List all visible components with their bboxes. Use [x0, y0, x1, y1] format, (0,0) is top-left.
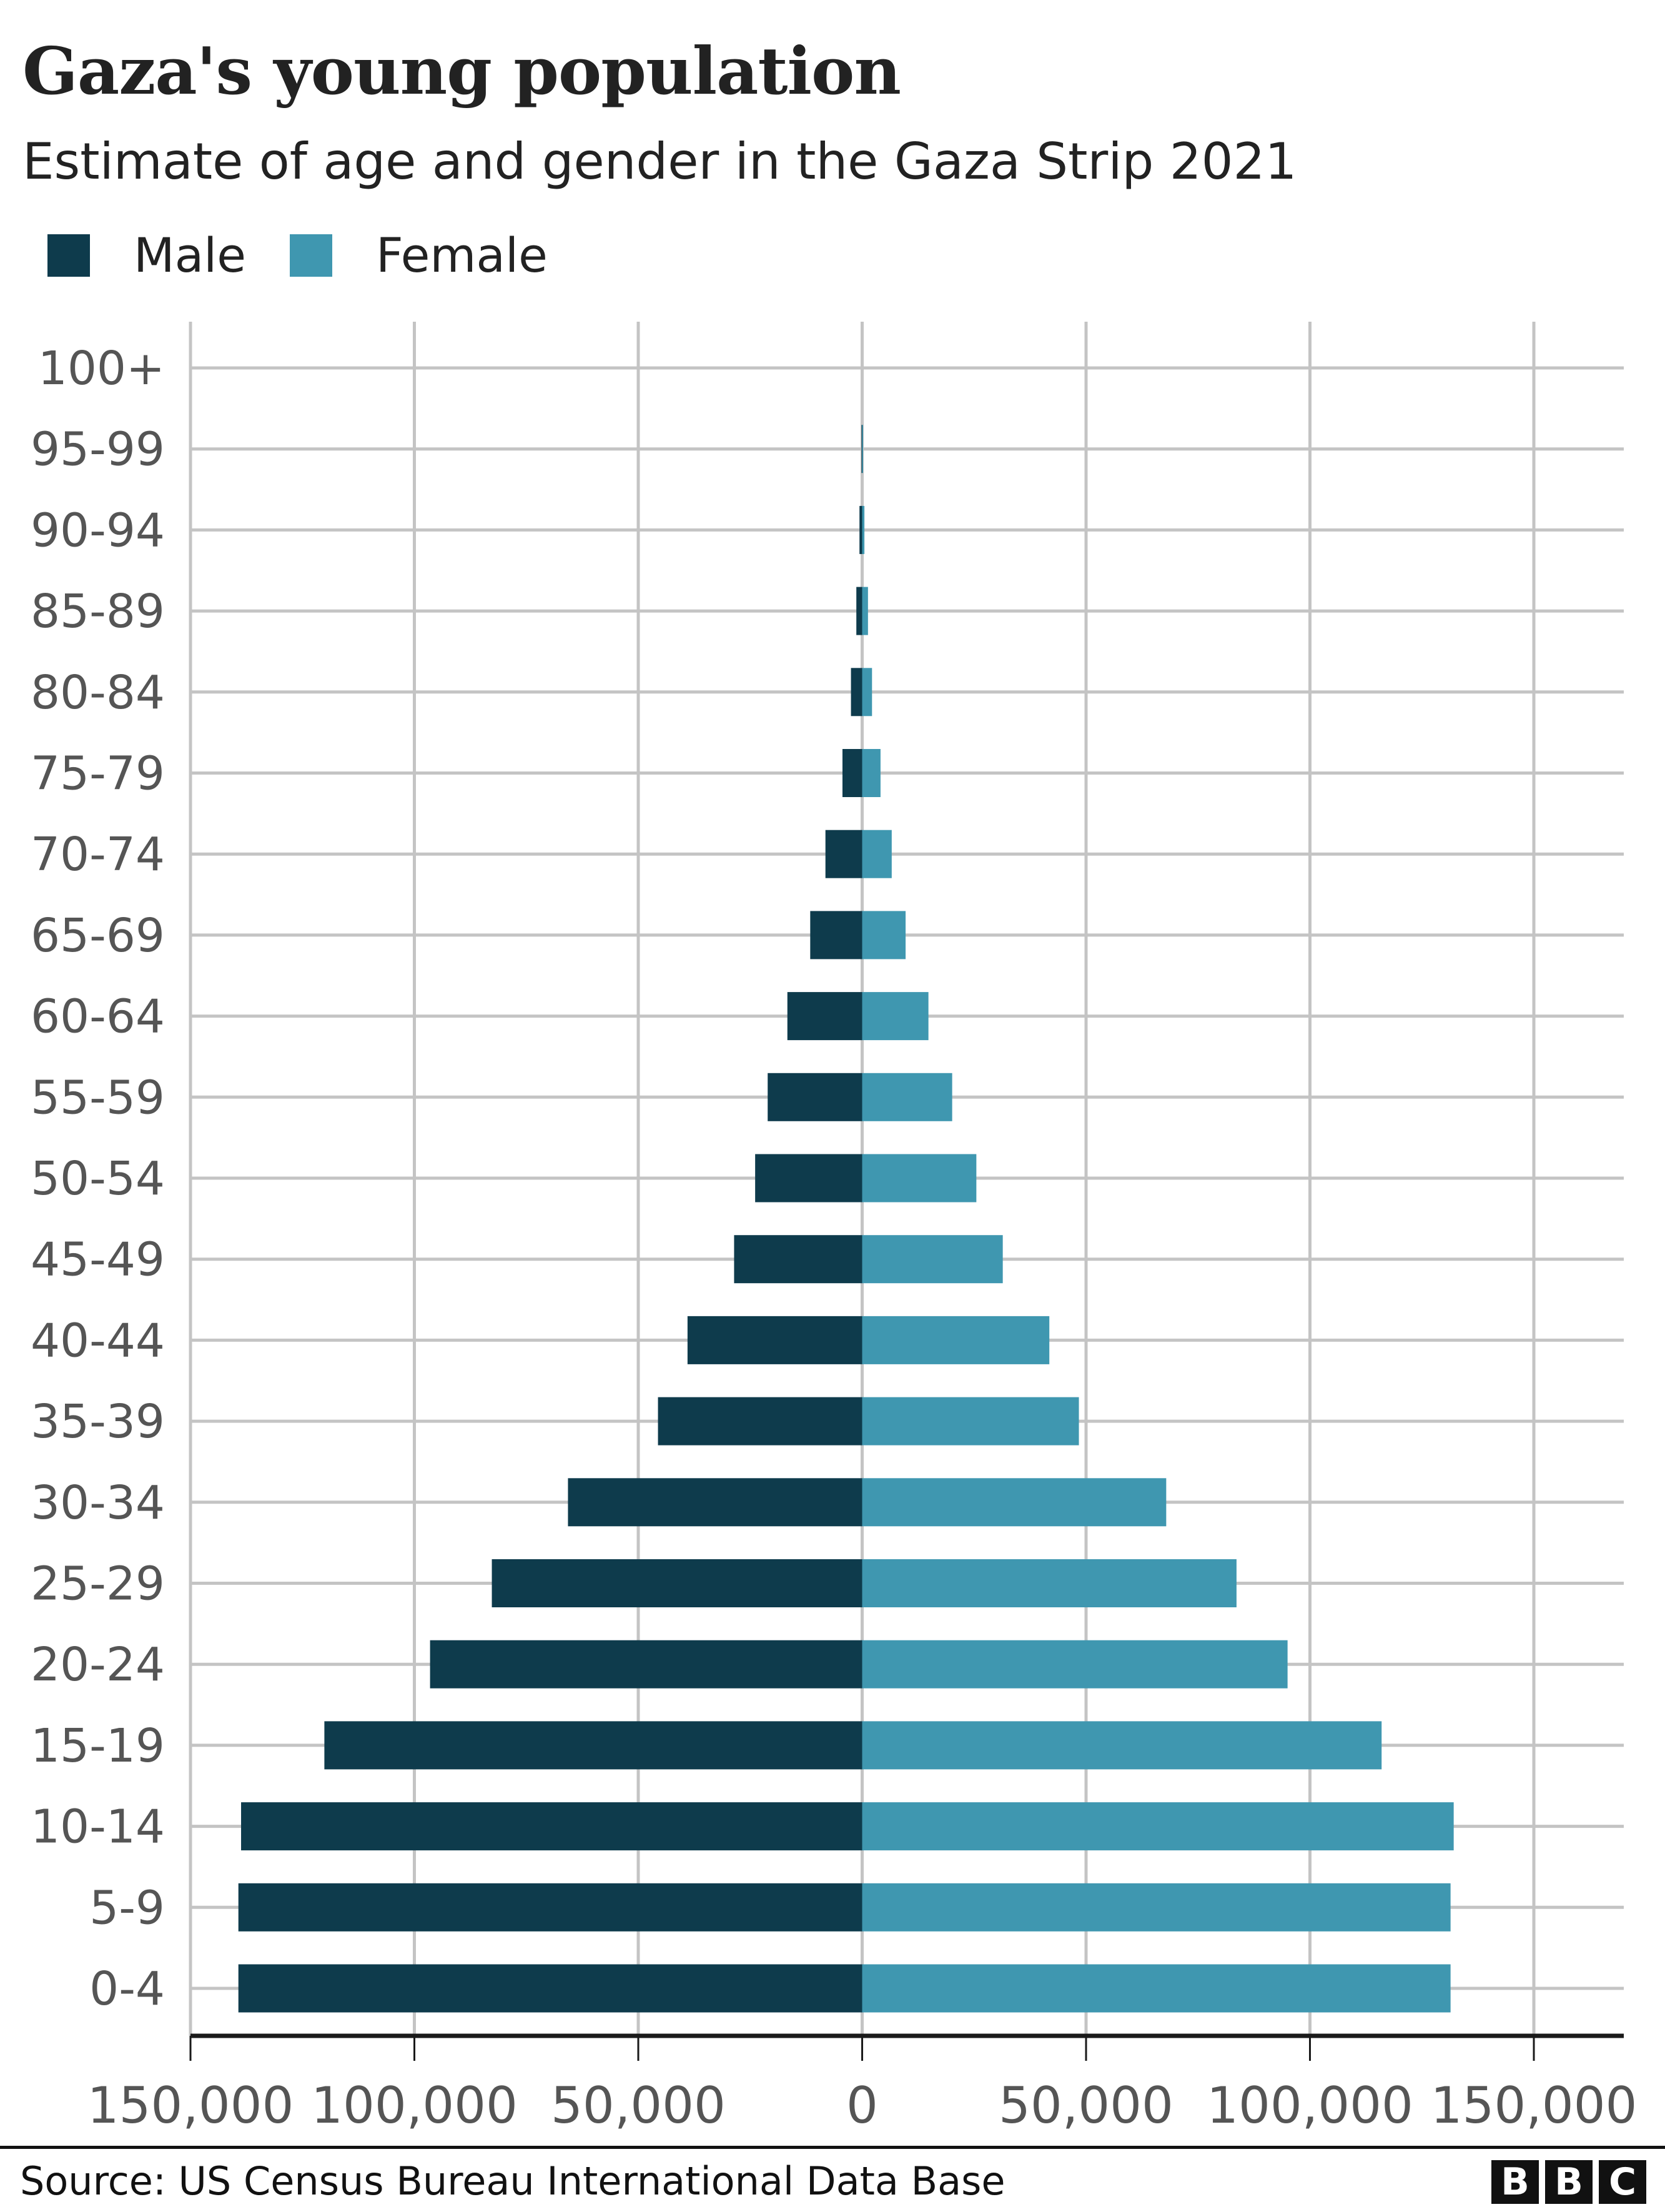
y-tick-label: 100+ [38, 342, 165, 395]
bar-female-80-84 [862, 668, 872, 717]
y-tick-label: 90-94 [31, 503, 165, 557]
bar-female-45-49 [862, 1235, 1003, 1284]
bbc-logo: B B C [1491, 2160, 1646, 2204]
bar-male-40-44 [687, 1316, 862, 1364]
bar-female-40-44 [862, 1316, 1050, 1364]
bar-female-50-54 [862, 1154, 977, 1203]
bbc-logo-b1: B [1491, 2160, 1539, 2204]
y-tick-label: 45-49 [31, 1233, 165, 1287]
y-tick-label: 5-9 [89, 1881, 165, 1935]
legend-label-female: Female [376, 227, 548, 283]
bar-female-90-94 [862, 505, 865, 554]
bar-female-65-69 [862, 911, 906, 960]
y-tick-label: 95-99 [31, 423, 165, 477]
x-tick-label: 150,000 [87, 2076, 294, 2135]
bar-female-10-14 [862, 1802, 1454, 1851]
bar-female-85-89 [862, 587, 868, 635]
y-tick-label: 35-39 [31, 1395, 165, 1449]
bar-female-55-59 [862, 1073, 952, 1121]
legend-swatch-female [290, 234, 333, 277]
y-tick-label: 85-89 [31, 585, 165, 638]
y-tick-label: 50-54 [31, 1152, 165, 1206]
bar-male-70-74 [825, 830, 862, 878]
source-note: Source: US Census Bureau International D… [20, 2158, 1005, 2204]
y-tick-label: 25-29 [31, 1557, 165, 1611]
y-tick-label: 65-69 [31, 909, 165, 963]
bar-male-65-69 [810, 911, 862, 960]
bar-male-35-39 [658, 1397, 862, 1446]
y-tick-label: 0-4 [89, 1962, 165, 2016]
y-tick-label: 60-64 [31, 990, 165, 1044]
bar-male-80-84 [851, 668, 862, 717]
legend-swatch-male [47, 234, 90, 277]
bar-male-85-89 [856, 587, 862, 635]
bar-female-25-29 [862, 1559, 1237, 1607]
bar-male-45-49 [734, 1235, 862, 1284]
bar-female-60-64 [862, 992, 929, 1041]
legend: Male Female [47, 227, 591, 283]
bbc-logo-b2: B [1545, 2160, 1593, 2204]
x-tick-label: 50,000 [999, 2076, 1173, 2135]
chart-title: Gaza's young population [22, 32, 901, 109]
bar-female-95-99 [862, 425, 863, 474]
bar-male-30-34 [568, 1478, 862, 1527]
bar-male-20-24 [430, 1640, 862, 1689]
x-tick-label: 150,000 [1431, 2076, 1638, 2135]
x-tick-label: 100,000 [1207, 2076, 1413, 2135]
bar-female-20-24 [862, 1640, 1288, 1689]
bar-male-50-54 [755, 1154, 862, 1203]
y-tick-label: 15-19 [31, 1719, 165, 1773]
bar-female-35-39 [862, 1397, 1079, 1446]
bar-male-5-9 [238, 1883, 862, 1932]
bar-male-75-79 [842, 749, 862, 797]
y-tick-label: 30-34 [31, 1476, 165, 1530]
bar-female-0-4 [862, 1964, 1451, 2013]
y-tick-label: 70-74 [31, 828, 165, 881]
chart-subtitle: Estimate of age and gender in the Gaza S… [22, 132, 1297, 191]
bar-male-10-14 [241, 1802, 862, 1851]
bar-male-90-94 [859, 505, 862, 554]
y-tick-label: 20-24 [31, 1638, 165, 1692]
x-tick-label: 0 [846, 2076, 878, 2135]
y-tick-label: 40-44 [31, 1314, 165, 1367]
x-tick-label: 50,000 [551, 2076, 726, 2135]
bar-female-5-9 [862, 1883, 1451, 1932]
y-tick-label: 75-79 [31, 747, 165, 801]
x-tick-label: 100,000 [311, 2076, 518, 2135]
bar-female-75-79 [862, 749, 881, 797]
bbc-logo-c: C [1599, 2160, 1646, 2204]
bar-male-60-64 [787, 992, 862, 1041]
bar-male-0-4 [238, 1964, 862, 2013]
y-tick-label: 10-14 [31, 1800, 165, 1854]
y-tick-label: 80-84 [31, 666, 165, 720]
bar-female-70-74 [862, 830, 892, 878]
legend-label-male: Male [134, 227, 247, 283]
bar-male-15-19 [324, 1721, 862, 1770]
bar-female-15-19 [862, 1721, 1382, 1770]
bar-female-30-34 [862, 1478, 1167, 1527]
y-tick-label: 55-59 [31, 1071, 165, 1124]
bar-male-25-29 [492, 1559, 862, 1607]
bar-male-55-59 [768, 1073, 862, 1121]
bar-male-95-99 [861, 425, 862, 474]
footer-divider [0, 2146, 1665, 2149]
